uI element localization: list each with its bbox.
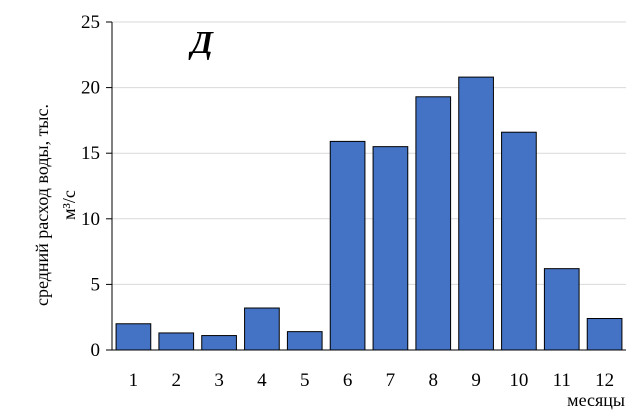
panel-label: Д: [188, 24, 214, 60]
bars: [115, 76, 623, 351]
bar-month-1: [115, 323, 152, 351]
bar-month-4: [244, 307, 280, 351]
y-axis-label-line2: м³/с: [59, 190, 79, 220]
x-tick-label: 11: [553, 370, 571, 391]
x-tick-label: 8: [429, 370, 439, 391]
x-tick-label: 10: [509, 370, 528, 391]
bar-month-10: [501, 131, 537, 351]
gridlines: [112, 21, 626, 285]
y-tick-label: 15: [81, 143, 100, 164]
x-tick-label: 7: [386, 370, 396, 391]
x-tick-label: 12: [595, 370, 614, 391]
y-tick-label: 25: [81, 12, 100, 33]
y-tick-label: 0: [91, 340, 101, 361]
x-tick-label: 1: [129, 370, 139, 391]
bar-month-3: [201, 335, 237, 351]
bar-month-5: [286, 331, 323, 351]
bar-month-2: [158, 332, 195, 351]
bar-month-8: [415, 96, 452, 351]
bar-month-12: [586, 318, 623, 351]
bar-month-7: [372, 146, 409, 351]
x-tick-label: 6: [343, 370, 353, 391]
axes: [106, 21, 626, 351]
x-tick-label: 5: [300, 370, 310, 391]
x-tick-label: 4: [257, 370, 267, 391]
x-tick-label: 2: [172, 370, 182, 391]
bar-month-9: [458, 76, 494, 351]
bar-month-6: [329, 140, 366, 351]
x-axis-label: месяцы: [567, 390, 625, 410]
x-tick-labels: 1 2 3 4 5 6 7 8 9 10 11 12: [129, 370, 614, 391]
bar-month-11: [543, 268, 580, 351]
y-tick-label: 10: [81, 209, 100, 230]
x-tick-label: 9: [471, 370, 481, 391]
y-tick-label: 20: [81, 78, 100, 99]
x-tick-label: 3: [214, 370, 224, 391]
y-tick-labels: 0 5 10 15 20 25: [81, 12, 100, 361]
y-axis-label-line1: средний расход воды, тыс.: [32, 104, 52, 306]
y-tick-label: 5: [91, 274, 101, 295]
